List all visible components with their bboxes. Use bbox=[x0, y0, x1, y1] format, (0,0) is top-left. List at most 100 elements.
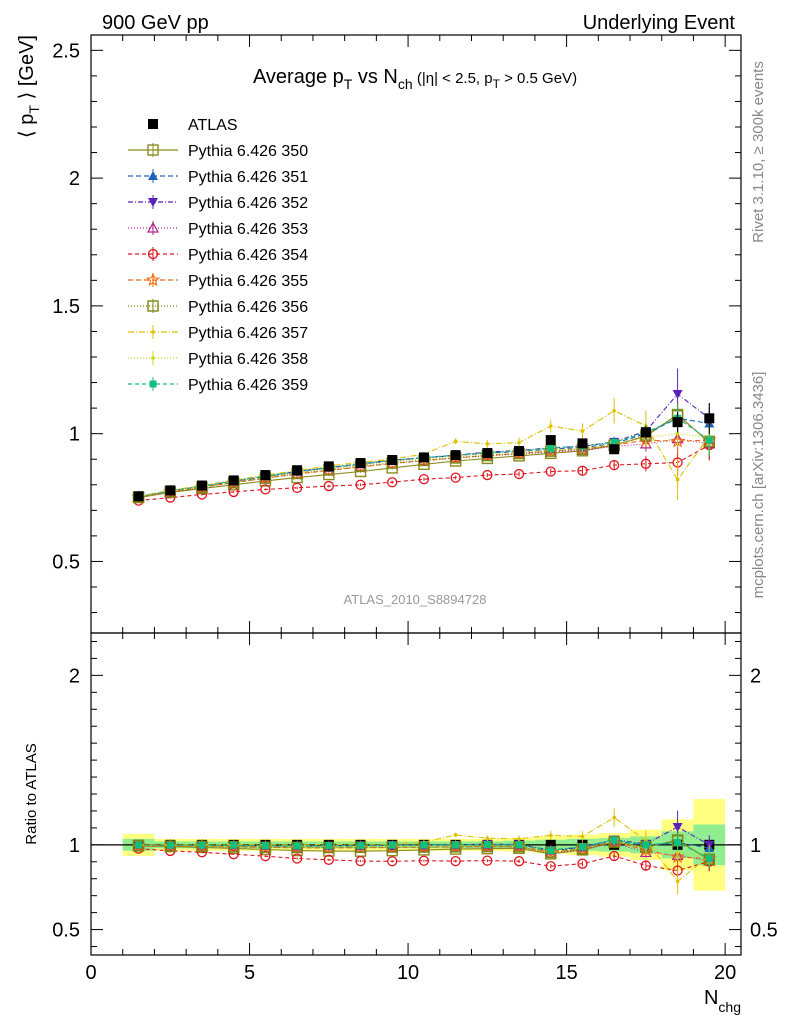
x-tick-label: 5 bbox=[244, 962, 255, 984]
data-point bbox=[704, 413, 715, 424]
legend-item-p354: Pythia 6.426 354 bbox=[128, 247, 308, 264]
data-point bbox=[547, 444, 555, 452]
ratio-point bbox=[515, 841, 523, 849]
ratio-point bbox=[388, 841, 396, 849]
legend-marker bbox=[148, 198, 158, 207]
data-point bbox=[675, 431, 680, 436]
series-p357 bbox=[136, 397, 712, 501]
ratio-point bbox=[485, 836, 490, 841]
data-point bbox=[639, 437, 652, 449]
collision-label: 900 GeV pp bbox=[102, 12, 209, 34]
legend-item-p356: Pythia 6.426 356 bbox=[128, 299, 308, 316]
main-axis-ticks bbox=[90, 35, 741, 633]
ratio-point bbox=[675, 850, 680, 854]
legend-label: ATLAS bbox=[188, 117, 238, 134]
legend-marker bbox=[151, 330, 155, 334]
legend-label: Pythia 6.426 351 bbox=[188, 169, 308, 186]
data-point bbox=[612, 408, 616, 413]
data-point bbox=[355, 458, 366, 469]
ratio-frame bbox=[90, 632, 742, 956]
legend-item-p359: Pythia 6.426 359 bbox=[128, 377, 308, 394]
data-point bbox=[485, 442, 490, 446]
legend-label: Pythia 6.426 356 bbox=[188, 299, 308, 316]
ratio-point bbox=[196, 840, 208, 853]
legend-item-p352: Pythia 6.426 352 bbox=[128, 195, 308, 212]
data-point bbox=[640, 427, 651, 438]
main-y-tick-label: 1 bbox=[69, 424, 80, 446]
data-point bbox=[482, 448, 493, 459]
series-line-p352 bbox=[138, 393, 710, 498]
ratio-point bbox=[132, 839, 145, 852]
data-point bbox=[580, 429, 585, 433]
ratio-point bbox=[609, 850, 620, 862]
legend-marker bbox=[151, 356, 155, 360]
legend-item-ATLAS: ATLAS bbox=[148, 117, 238, 134]
ratio-y-tick-label-right: 1 bbox=[750, 835, 761, 857]
ratio-point bbox=[227, 841, 240, 853]
data-point bbox=[482, 469, 493, 481]
ratio-point bbox=[418, 855, 430, 866]
data-point bbox=[548, 424, 553, 428]
ratio-point bbox=[387, 856, 398, 867]
series-p355 bbox=[131, 424, 717, 504]
legend-label: Pythia 6.426 354 bbox=[188, 247, 308, 264]
x-tick-label: 20 bbox=[714, 962, 736, 984]
legend-label: Pythia 6.426 353 bbox=[188, 221, 308, 238]
data-point bbox=[418, 474, 430, 485]
data-point bbox=[450, 472, 461, 483]
ratio-point bbox=[482, 855, 493, 866]
data-point bbox=[418, 452, 429, 463]
main-y-tick-label: 1.5 bbox=[52, 296, 80, 318]
ratio-point bbox=[198, 841, 206, 849]
legend-marker bbox=[147, 248, 159, 260]
data-point bbox=[609, 444, 620, 455]
main-y-tick-label: 0.5 bbox=[52, 551, 80, 573]
x-axis-label: Nchg bbox=[704, 987, 741, 1015]
data-point bbox=[355, 479, 366, 490]
data-point bbox=[672, 417, 683, 428]
x-tick-label: 15 bbox=[555, 962, 577, 984]
data-point bbox=[672, 390, 683, 400]
legend-item-p353: Pythia 6.426 353 bbox=[128, 221, 308, 238]
ratio-point bbox=[672, 823, 683, 833]
ratio-y-tick-label: 1 bbox=[69, 835, 80, 857]
data-point bbox=[517, 440, 521, 445]
data-point bbox=[675, 477, 680, 482]
main-y-axis-label: ⟨ pT ⟩ [GeV] bbox=[16, 35, 42, 138]
ratio-plot-panel: 0.5 0.5 1 1 2 2 0 5 10 15 20 Ratio to ATLAS Nchg bbox=[23, 632, 778, 1015]
legend-label: Pythia 6.426 355 bbox=[188, 273, 308, 290]
legend-label: Pythia 6.426 350 bbox=[188, 143, 308, 160]
ratio-point bbox=[420, 841, 428, 849]
legend-item-p358: Pythia 6.426 358 bbox=[128, 351, 308, 368]
legend-marker bbox=[147, 144, 159, 156]
ratio-point bbox=[325, 842, 333, 850]
x-tick-labels: 0 5 10 15 20 bbox=[85, 962, 736, 984]
data-point bbox=[450, 450, 461, 461]
ratio-y-tick-label-right: 0.5 bbox=[750, 920, 778, 942]
legend-label: Pythia 6.426 358 bbox=[188, 351, 308, 368]
legend-label: Pythia 6.426 359 bbox=[188, 377, 308, 394]
ratio-point bbox=[577, 858, 588, 869]
legend-marker bbox=[148, 171, 158, 180]
x-tick-label: 0 bbox=[85, 962, 96, 984]
mcplots-label: mcplots.cern.ch [arXiv:1306.3436] bbox=[750, 372, 767, 599]
ratio-axis-ticks bbox=[90, 633, 741, 955]
data-point bbox=[387, 454, 398, 465]
data-point bbox=[545, 466, 556, 477]
x-tick-label: 10 bbox=[397, 962, 419, 984]
ratio-point bbox=[135, 841, 143, 849]
ratio-y-axis-label: Ratio to ATLAS bbox=[23, 743, 40, 844]
ratio-point bbox=[640, 860, 652, 871]
main-series-layer bbox=[131, 368, 717, 506]
ratio-point bbox=[545, 839, 556, 850]
ratio-series-layer bbox=[131, 808, 717, 895]
ratio-point bbox=[578, 843, 586, 851]
ratio-point bbox=[513, 856, 525, 867]
data-point bbox=[196, 480, 207, 491]
ratio-point bbox=[548, 833, 553, 838]
rivet-label: Rivet 3.1.10, ≥ 300k events bbox=[750, 61, 767, 243]
analysis-label: Underlying Event bbox=[583, 12, 736, 34]
legend-item-p350: Pythia 6.426 350 bbox=[128, 143, 308, 160]
legend-item-p355: Pythia 6.426 355 bbox=[128, 272, 308, 290]
legend-item-p351: Pythia 6.426 351 bbox=[128, 169, 308, 186]
